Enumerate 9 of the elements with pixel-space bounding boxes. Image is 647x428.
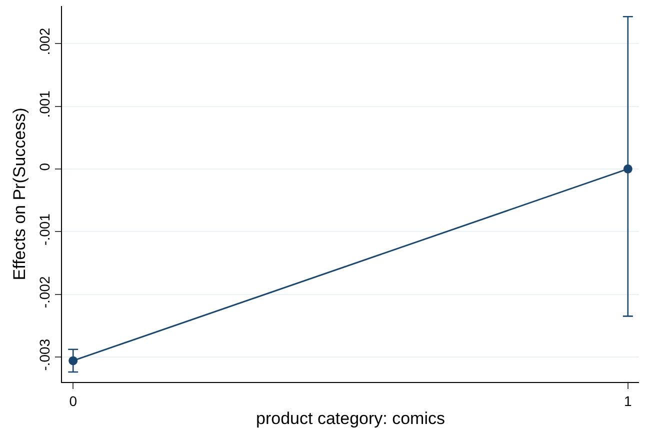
y-tick-label: .001 bbox=[36, 90, 52, 118]
x-axis-title: product category: comics bbox=[256, 409, 445, 428]
y-tick-label: -.003 bbox=[36, 338, 52, 371]
y-tick-label: -.001 bbox=[36, 213, 52, 246]
y-tick-label: 0 bbox=[36, 162, 52, 171]
y-tick-label: -.002 bbox=[36, 276, 52, 308]
y-tick-label: .002 bbox=[36, 28, 52, 56]
x-tick-label: 1 bbox=[624, 392, 632, 409]
y-axis-title: Effects on Pr(Success) bbox=[10, 108, 29, 280]
